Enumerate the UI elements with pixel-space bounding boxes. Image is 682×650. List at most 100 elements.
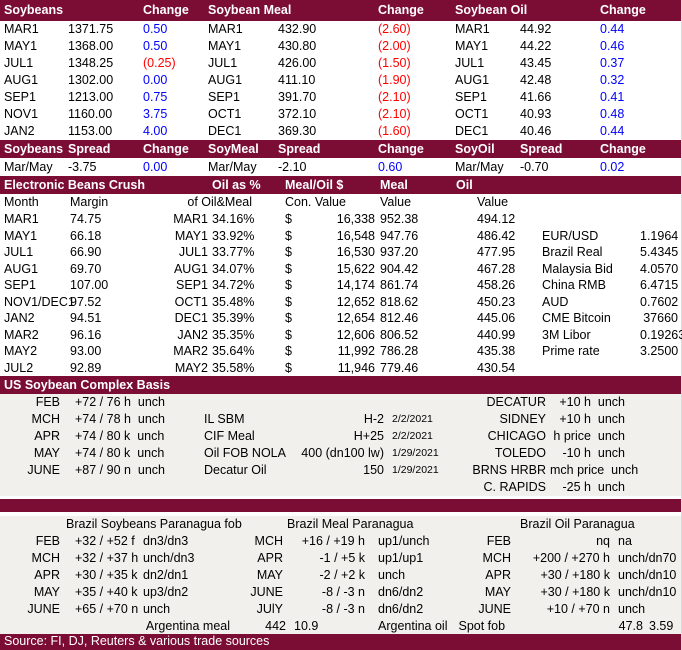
fx-value-cell xyxy=(640,360,682,377)
price-cell: 40.93 xyxy=(520,107,552,121)
crush-oil-value-cell: 467.28 xyxy=(477,261,516,276)
brazil-beans-spread-cell: +65 / +70 n xyxy=(75,602,139,616)
change-cell: 0.60 xyxy=(378,160,403,174)
basis-location-cell: BRNS HRBR xyxy=(472,463,546,477)
change-cell: 0.48 xyxy=(600,107,625,121)
brazil-meal-month-cell: MCH xyxy=(254,534,283,548)
brazil-oil-spread-cell: +30 / +180 k xyxy=(540,568,610,582)
brazil-oil-spread-cell: nq xyxy=(596,534,610,548)
price-cell: 43.45 xyxy=(520,56,552,70)
spot-fob-value: 47.8 xyxy=(618,619,643,633)
basis-quote-date: 1/29/2021 xyxy=(392,464,439,476)
brazil-oil-month-cell: APR xyxy=(485,568,511,582)
change-cell: 0.46 xyxy=(600,39,625,53)
crush-header-oil: Oil xyxy=(456,178,473,192)
basis-quote-value: 150 xyxy=(363,463,384,477)
contract-month-cell: OCT1 xyxy=(208,107,242,121)
basis-title: US Soybean Complex Basis xyxy=(4,378,171,392)
spread-header-change-2: Change xyxy=(378,142,424,156)
change-cell: 4.00 xyxy=(143,124,168,138)
crush-subheader-month: Month xyxy=(4,195,39,209)
brazil-meal-change-cell: up1/up1 xyxy=(378,551,424,565)
dollar-sign: $ xyxy=(285,212,292,226)
basis-label-cell xyxy=(184,479,274,496)
futures-header-soybean-oil: Soybean Oil xyxy=(455,3,528,17)
spread-header-change-3: Change xyxy=(600,142,646,156)
contract-month-cell: MAR1 xyxy=(208,22,243,36)
brazil-meal-spread-cell: -1 / +5 k xyxy=(319,551,365,565)
spread-header-spread-3: Spread xyxy=(520,142,563,156)
spread-header-soyoil: SoyOil xyxy=(455,142,495,156)
brazil-beans-spread-cell: +32 / +52 f xyxy=(75,534,135,548)
crush-contract-cell: MAR1 xyxy=(173,212,208,226)
crush-oil-pct-cell: 35.39% xyxy=(212,311,255,325)
dollar-sign: $ xyxy=(285,360,292,375)
crush-meal-value-cell: 786.28 xyxy=(380,344,419,358)
fx-label-cell: AUD xyxy=(542,294,569,309)
fx-value-cell: 0.19263 xyxy=(640,327,682,342)
crush-margin-cell: 66.90 xyxy=(70,245,102,259)
crush-table: MAR1 74.75 MAR1 34.16% $ 16,338 952.38 4… xyxy=(0,211,682,377)
crush-subheader-of-oil-meal: of Oil&Meal xyxy=(187,195,252,209)
fx-value-cell xyxy=(640,211,682,228)
basis-table: FEB +72 / 76 h unch DECATUR +10 h unch M… xyxy=(0,394,681,496)
fx-label-cell: 3M Libor xyxy=(542,327,591,342)
brazil-beans-month-cell: MAY xyxy=(33,585,60,599)
basis-quote-cell: 400 (dn100 lw) 1/29/2021 xyxy=(274,445,454,462)
change-cell: (2.00) xyxy=(378,39,411,53)
brazil-meal-change-cell: unch xyxy=(378,568,406,582)
futures-header-soybean-meal: Soybean Meal xyxy=(208,3,292,17)
crush-contract-cell: DEC1 xyxy=(174,311,208,325)
basis-quote-date: 2/2/2021 xyxy=(392,413,433,425)
spread-table: Mar/May -3.75 0.00 Mar/May -2.10 0.60 Ma… xyxy=(0,158,681,176)
basis-quote-value: H-2 xyxy=(363,412,384,426)
brazil-oil-month-cell: MCH xyxy=(482,551,511,565)
brazil-oil-change-cell: unch/dn10 xyxy=(618,568,677,582)
spread-header: Soybeans Spread Change SoyMeal Spread Ch… xyxy=(0,140,681,158)
divider-band xyxy=(0,499,681,512)
brazil-oil-change-cell: unch/dn70 xyxy=(618,551,677,565)
brazil-meal-month-cell: JUNE xyxy=(250,585,283,599)
basis-value-cell: +74 / 78 h unch xyxy=(75,412,166,426)
price-cell: 40.46 xyxy=(520,124,552,138)
crush-con-value-cell: 11,992 xyxy=(337,344,375,358)
basis-location-cell: SIDNEY xyxy=(499,412,546,426)
basis-quote-value xyxy=(274,479,384,496)
crush-oil-value-cell: 430.54 xyxy=(477,360,516,375)
contract-month-cell: AUG1 xyxy=(4,73,39,87)
basis-location-value-cell: +10 h unch xyxy=(559,412,625,426)
crush-subheader-con-value: Con. Value xyxy=(285,195,346,209)
dollar-sign: $ xyxy=(285,327,292,342)
basis-value-cell: +74 / 80 k unch xyxy=(75,446,165,460)
basis-quote-cell xyxy=(274,394,454,411)
basis-header: US Soybean Complex Basis xyxy=(0,376,681,394)
basis-location-cell: C. RAPIDS xyxy=(483,480,546,494)
crush-oil-value-cell: 450.23 xyxy=(477,294,516,309)
contract-month-cell: OCT1 xyxy=(455,107,489,121)
contract-month-cell: SEP1 xyxy=(208,90,240,104)
brazil-meal-spread-cell: -2 / +2 k xyxy=(319,568,365,582)
crush-month-cell: JUL2 xyxy=(4,360,34,375)
crush-header-oil-pct: Oil as % xyxy=(212,178,261,192)
crush-margin-cell: 93.00 xyxy=(70,344,102,358)
crush-meal-value-cell: 812.46 xyxy=(380,311,419,325)
basis-quote-cell: H+25 2/2/2021 xyxy=(274,428,454,445)
price-cell: 1213.00 xyxy=(68,90,114,104)
brazil-titles: Brazil Soybeans Paranagua fob Brazil Mea… xyxy=(0,516,681,533)
brazil-oil-change-cell: na xyxy=(618,534,632,548)
crush-margin-cell: 94.51 xyxy=(70,311,102,325)
change-cell: (2.60) xyxy=(378,22,411,36)
price-cell: 391.70 xyxy=(278,90,317,104)
crush-subheader-value-1: Value xyxy=(380,195,412,209)
crush-contract-cell: MAY1 xyxy=(174,228,208,243)
crush-contract-cell: JUL1 xyxy=(178,245,208,259)
contract-month-cell: JUL1 xyxy=(208,56,238,70)
basis-location-cell: DECATUR xyxy=(486,395,547,409)
crush-contract-cell: OCT1 xyxy=(174,294,208,309)
brazil-meal-spread-cell: -8 / -3 n xyxy=(321,585,365,599)
crush-margin-cell: 92.89 xyxy=(70,360,102,375)
spread-value-cell: -2.10 xyxy=(278,160,307,174)
basis-quote-cell: H-2 2/2/2021 xyxy=(274,411,454,428)
basis-value-cell: +72 / 76 h unch xyxy=(75,395,166,409)
contract-month-cell: AUG1 xyxy=(208,73,243,87)
